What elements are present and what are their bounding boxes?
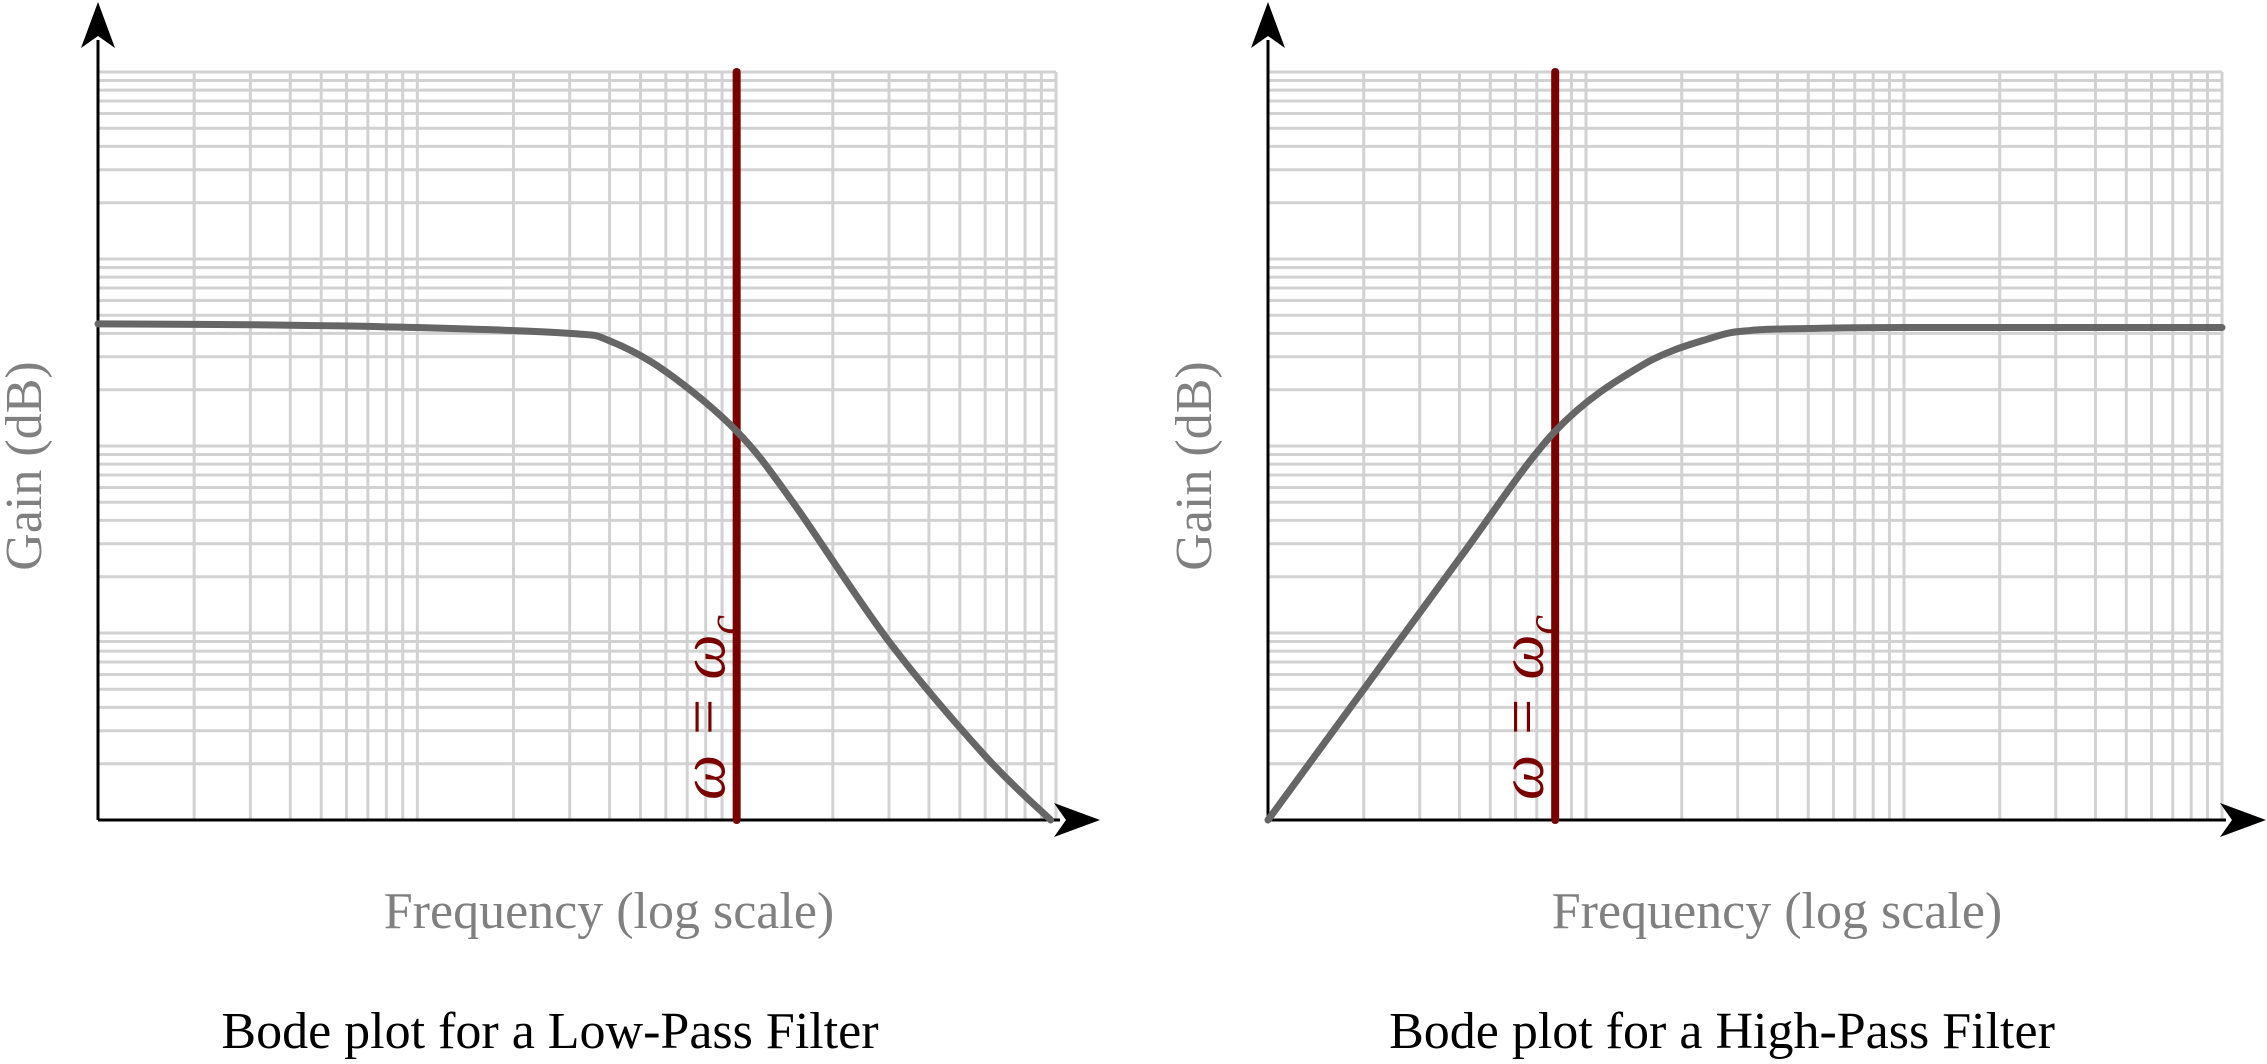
cutoff-label-subscript: c (700, 614, 749, 634)
y-axis-label: Gain (dB) (1166, 361, 1223, 570)
cutoff-label-main: ω = ω (668, 634, 739, 800)
chart-panel-1: ω = ωc Gain (dB) Frequency (log scale) Bode… (0, 2, 1100, 1060)
cutoff-label-main: ω = ω (1486, 634, 1557, 800)
x-axis-label: Frequency (log scale) (1552, 883, 2002, 940)
chart-caption: Bode plot for a Low-Pass Filter (221, 1003, 878, 1060)
x-axis-label: Frequency (log scale) (384, 883, 834, 940)
chart-panel-2: ω = ωc Gain (dB) Frequency (log scale) Bode… (1166, 2, 2266, 1060)
gain-curve (1268, 327, 2222, 820)
y-axis-label: Gain (dB) (0, 361, 53, 570)
x-axis-arrowhead (2220, 803, 2266, 837)
x-axis-arrowhead (1054, 803, 1100, 837)
cutoff-label: ω = ωc (1486, 614, 1567, 800)
cutoff-label-subscript: c (1518, 614, 1567, 634)
grid (1268, 72, 2222, 820)
gain-curve (98, 324, 1051, 820)
chart-caption: Bode plot for a High-Pass Filter (1389, 1003, 2055, 1060)
grid (98, 72, 1056, 820)
cutoff-label: ω = ωc (668, 614, 749, 800)
